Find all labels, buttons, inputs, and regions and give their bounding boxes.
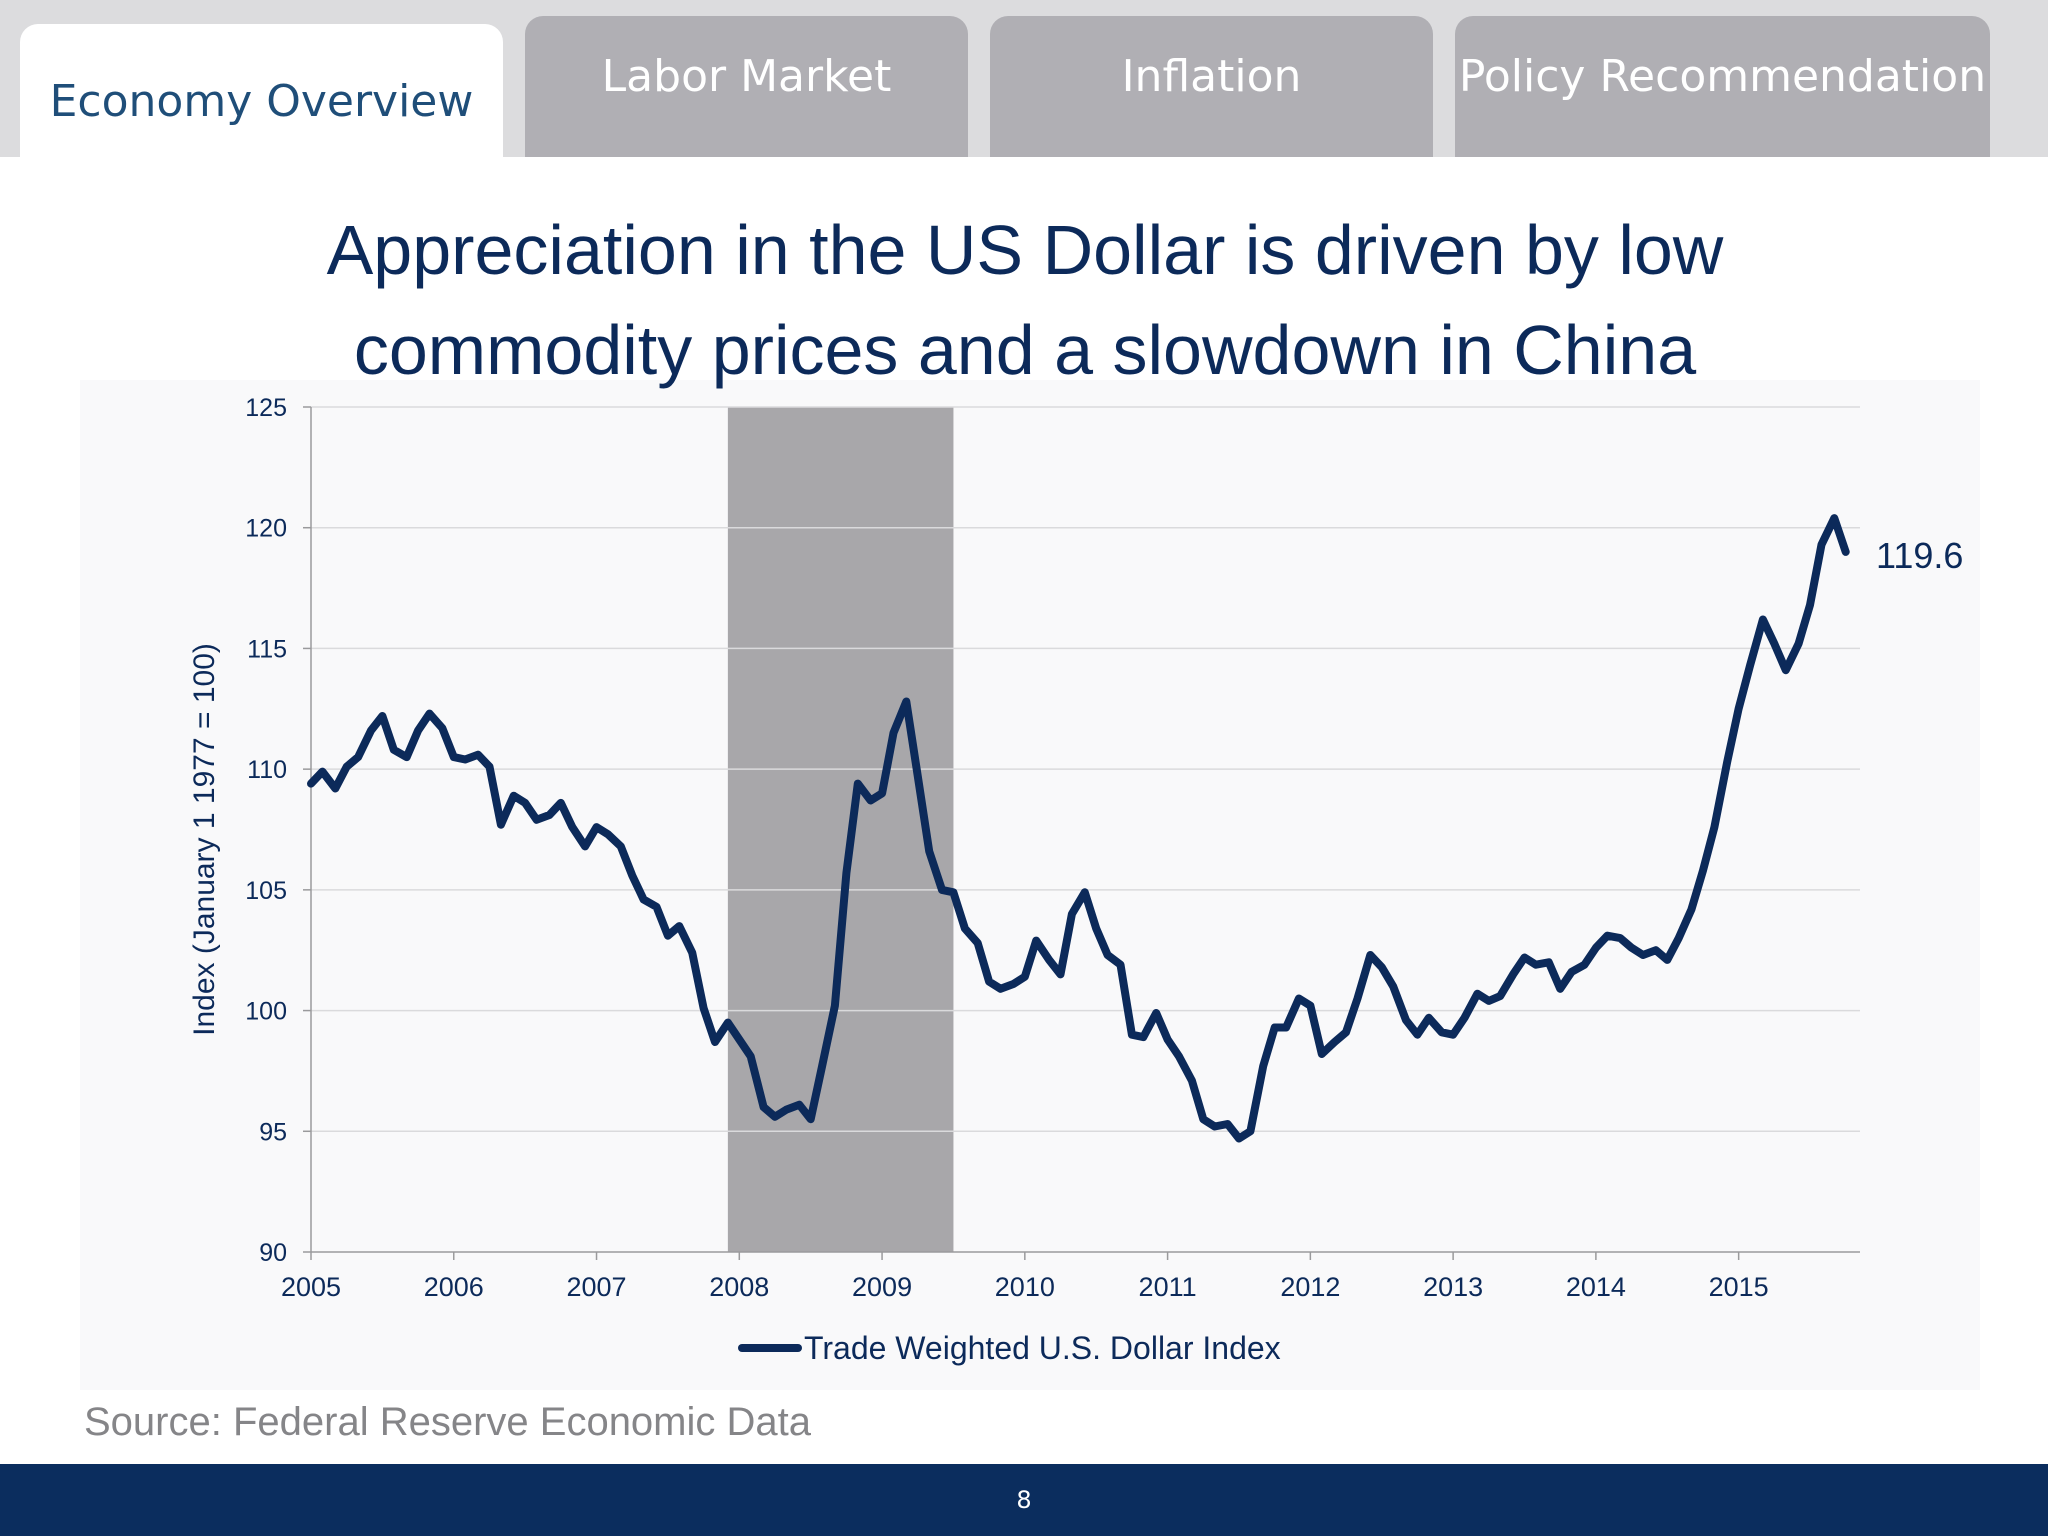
y-tick-label: 110	[247, 756, 287, 784]
end-value-label: 119.6	[1876, 535, 1963, 576]
chart-panel	[80, 380, 1980, 1390]
y-axis-label: Index (January 1 1977 = 100)	[188, 643, 221, 1036]
tab-policy-recommendation[interactable]: Policy Recommendation	[1455, 16, 1990, 157]
tab-inflation[interactable]: Inflation	[990, 16, 1433, 157]
tab-economy-overview[interactable]: Economy Overview	[20, 24, 503, 159]
tab-bar: Economy Overview Labor Market Inflation …	[0, 0, 2048, 159]
legend-label: Trade Weighted U.S. Dollar Index	[804, 1330, 1281, 1366]
series-line-trade-weighted-dollar-index	[307, 514, 1850, 1143]
y-tick-label: 125	[245, 394, 287, 422]
x-tick-label: 2007	[566, 1272, 626, 1302]
y-tick-label: 115	[247, 635, 287, 663]
y-tick-label: 120	[245, 515, 287, 543]
y-tick-label: 95	[259, 1118, 287, 1146]
y-tick-label: 100	[245, 998, 287, 1026]
x-tick-label: 2012	[1280, 1272, 1340, 1302]
x-tick-label: 2015	[1709, 1272, 1769, 1302]
slide-title-line-2: commodity prices and a slowdown in China	[353, 311, 1697, 389]
x-tick-label: 2013	[1423, 1272, 1483, 1302]
recession-shading	[727, 407, 954, 1252]
slide-title-line-1: Appreciation in the US Dollar is driven …	[326, 211, 1724, 289]
x-tick-label: 2010	[995, 1272, 1055, 1302]
dollar-index-chart: 90 95 100 105 110 115 120 125 2005 2006 2007 2008 20…	[188, 394, 1963, 1366]
x-tick-label: 2014	[1566, 1272, 1626, 1302]
slide-title: Appreciation in the US Dollar is driven …	[100, 200, 1950, 400]
x-tick-label: 2009	[852, 1272, 912, 1302]
x-tick-label: 2005	[281, 1272, 341, 1302]
footer-bar: 8	[0, 1464, 2048, 1536]
source-note: Source: Federal Reserve Economic Data	[84, 1400, 811, 1444]
x-tick-label: 2006	[424, 1272, 484, 1302]
x-tick-label: 2011	[1139, 1272, 1197, 1302]
tab-labor-market[interactable]: Labor Market	[525, 16, 968, 157]
x-tick-label: 2008	[709, 1272, 769, 1302]
page-number: 8	[1016, 1486, 1032, 1514]
y-tick-label: 105	[245, 877, 287, 905]
y-tick-label: 90	[259, 1239, 287, 1267]
